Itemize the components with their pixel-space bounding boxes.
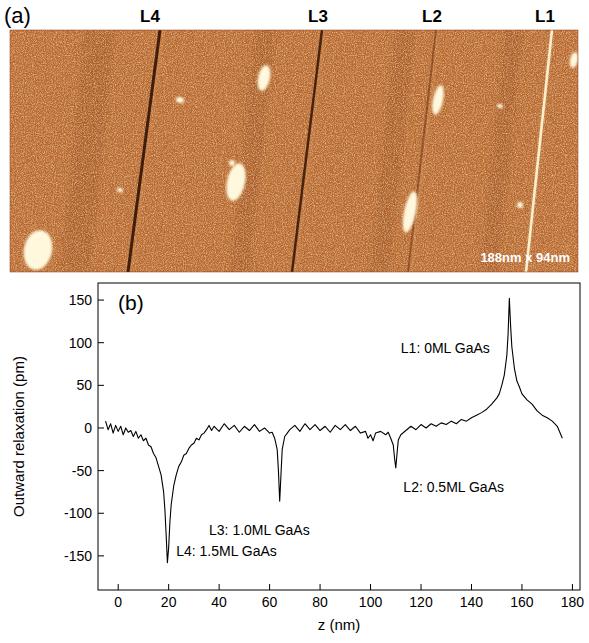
stm-line-glow — [131, 30, 163, 272]
stm-bright-spot — [516, 201, 523, 208]
stm-interface-line — [408, 30, 436, 272]
stm-bright-spot — [175, 96, 184, 104]
line-label: L2 — [422, 7, 442, 26]
stm-bright-spot — [117, 187, 124, 192]
plot-frame — [98, 283, 580, 590]
y-tick-label: 0 — [84, 420, 92, 436]
x-axis-title: z (nm) — [318, 616, 361, 633]
stm-noise — [10, 30, 578, 272]
annotation: L2: 0.5ML GaAs — [403, 479, 504, 495]
y-tick — [98, 555, 104, 556]
x-tick-label: 40 — [211, 594, 227, 610]
y-tick — [98, 342, 104, 343]
stm-bright-spot — [223, 162, 249, 203]
x-tick — [370, 584, 371, 590]
stm-noise — [10, 30, 578, 272]
profile-line — [106, 298, 563, 562]
y-tick — [98, 513, 104, 514]
stm-interface-line — [128, 30, 160, 272]
x-tick — [118, 584, 119, 590]
line-label: L4 — [140, 7, 160, 26]
scale-text: 188nm x 94nm — [480, 250, 570, 265]
x-tick — [269, 584, 270, 590]
stm-bright-spot — [255, 64, 272, 92]
stm-bright-spot — [228, 159, 235, 166]
line-label: L1 — [535, 7, 555, 26]
y-tick-label: -150 — [64, 548, 92, 564]
x-tick-label: 140 — [460, 594, 484, 610]
stm-line-glow — [411, 30, 439, 272]
x-tick — [219, 584, 220, 590]
x-tick-label: 80 — [312, 594, 328, 610]
x-tick-label: 180 — [561, 594, 585, 610]
y-tick-label: 100 — [69, 335, 93, 351]
stm-interface-line — [526, 30, 552, 272]
annotation: L1: 0ML GaAs — [401, 340, 490, 356]
x-tick-label: 160 — [510, 594, 534, 610]
stm-bright-spot — [20, 228, 56, 272]
y-tick-label: -100 — [64, 505, 92, 521]
x-tick-label: 100 — [359, 594, 383, 610]
annotation: L4: 1.5ML GaAs — [176, 543, 277, 559]
y-tick-label: -50 — [72, 463, 92, 479]
stm-background — [10, 30, 578, 272]
x-tick-label: 120 — [409, 594, 433, 610]
y-tick — [98, 427, 104, 428]
panel-label: (a) — [4, 3, 31, 28]
y-tick — [98, 300, 104, 301]
stm-bright-spot — [497, 103, 504, 108]
stm-line-glow — [526, 30, 552, 272]
annotation: L3: 1.0ML GaAs — [209, 522, 310, 538]
x-tick — [521, 584, 522, 590]
y-tick — [98, 385, 104, 386]
stm-bright-spot — [400, 190, 420, 234]
y-tick — [98, 470, 104, 471]
stm-bright-spot — [430, 84, 446, 115]
stm-image — [10, 30, 578, 272]
stm-line-glow — [295, 30, 325, 272]
y-tick-label: 50 — [76, 377, 92, 393]
plot-area — [106, 298, 563, 562]
y-tick-label: 150 — [69, 292, 93, 308]
stm-bright-spot — [568, 51, 578, 68]
x-tick — [168, 584, 169, 590]
stm-border — [10, 30, 578, 272]
panel-label: (b) — [118, 291, 144, 314]
x-tick — [421, 584, 422, 590]
x-tick-label: 0 — [114, 594, 122, 610]
x-tick — [572, 584, 573, 590]
stm-interface-line — [292, 30, 322, 272]
y-axis-title: Outward relaxation (pm) — [10, 356, 27, 517]
x-tick-label: 20 — [161, 594, 177, 610]
x-tick — [471, 584, 472, 590]
figure: (a) L4 L3 L2 L1 188nm x 94nm -150 -100 -50 0 50 100… — [0, 0, 589, 643]
x-tick — [320, 584, 321, 590]
x-tick-label: 60 — [262, 594, 278, 610]
line-label: L3 — [308, 7, 328, 26]
